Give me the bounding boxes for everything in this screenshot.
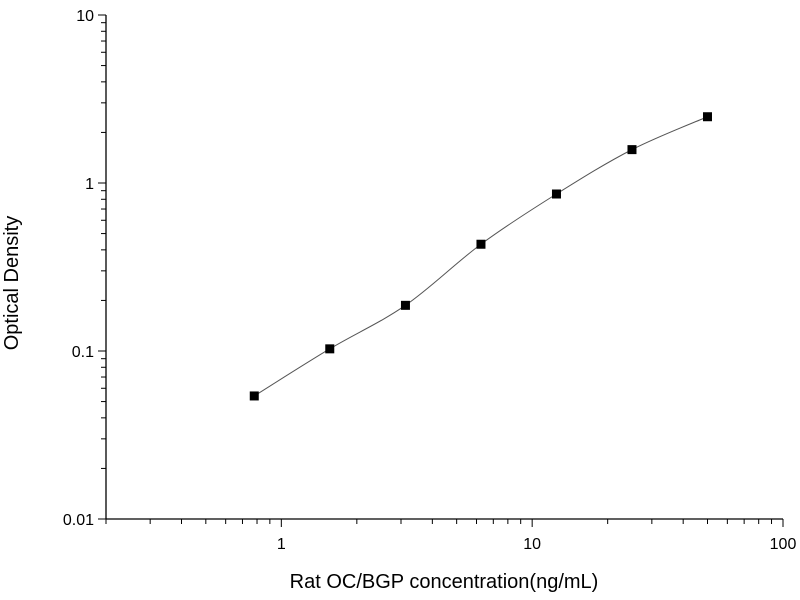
fit-curve [253,116,708,397]
x-tick-label: 10 [523,536,541,553]
data-point [627,145,637,155]
x-axis-title: Rat OC/BGP concentration(ng/mL) [290,571,599,593]
data-point [476,239,486,249]
data-point [551,189,561,199]
data-point [400,300,410,310]
ticks: 1 10 100 0.01 0.1 1 10 [63,8,797,553]
x-tick-label: 100 [770,536,797,553]
y-axis-title: Optical Density [1,216,23,351]
fit-curve-layer [253,116,708,397]
axes [105,15,783,520]
y-tick-label: 0.01 [63,512,94,529]
data-points [249,112,712,401]
data-point [702,112,712,122]
y-tick-label: 1 [85,176,94,193]
x-tick-label: 1 [277,536,286,553]
data-point [249,391,259,401]
data-point [325,344,335,354]
y-tick-label: 10 [76,8,94,25]
y-tick-label: 0.1 [72,344,94,361]
